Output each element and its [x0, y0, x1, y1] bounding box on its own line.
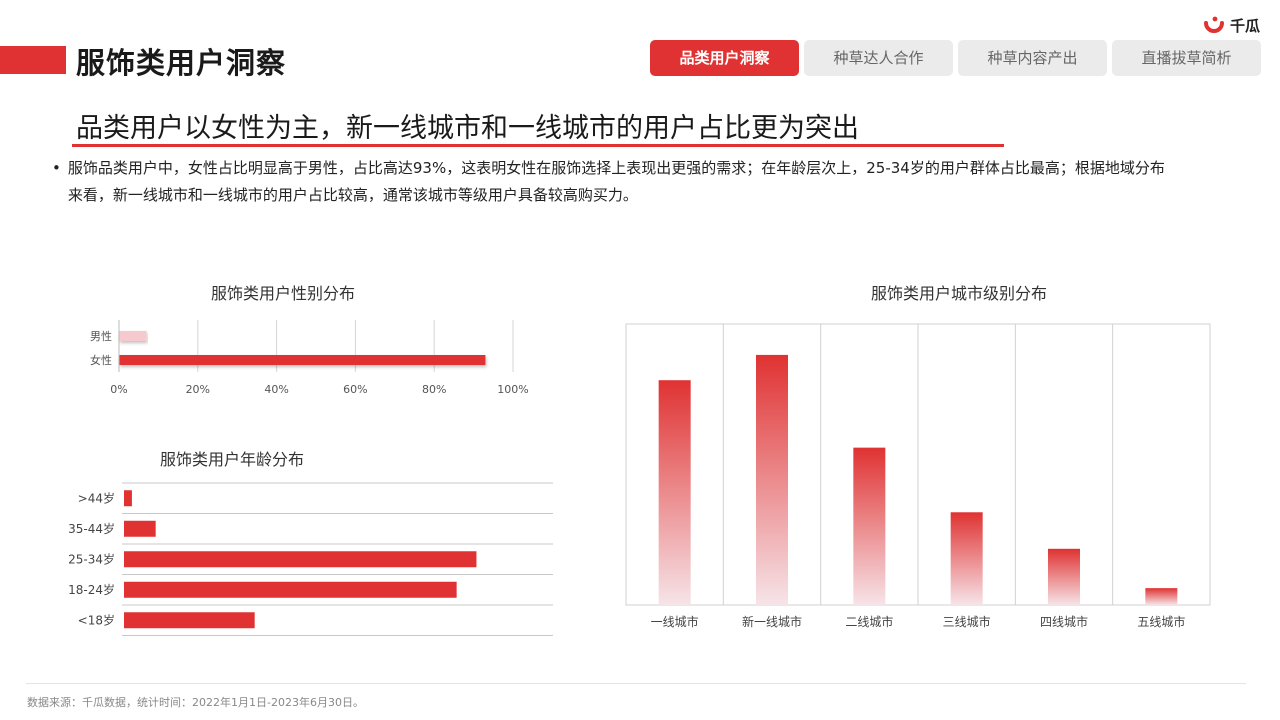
age-category-label: >44岁 — [78, 490, 115, 505]
summary-text: 服饰品类用户中，女性占比明显高于男性，占比高达93%，这表明女性在服饰选择上表现… — [67, 159, 1165, 204]
gender-x-tick-label: 100% — [497, 383, 528, 396]
bullet-point: • — [52, 159, 61, 177]
city-category-label: 五线城市 — [1137, 614, 1185, 629]
footer-divider — [26, 683, 1246, 684]
city-bar — [1145, 588, 1178, 605]
age-bar — [124, 581, 457, 598]
data-source-footnote: 数据来源：千瓜数据，统计时间：2022年1月1日-2023年6月30日。 — [27, 696, 364, 709]
city-category-label: 三线城市 — [943, 614, 991, 629]
city-bar — [853, 447, 886, 605]
city-chart: 一线城市 新一线城市 二线城市 三线城市 四线城市 五线城市 — [625, 323, 1211, 629]
age-bar — [124, 490, 132, 507]
city-category-label: 新一线城市 — [742, 614, 802, 629]
city-bar — [756, 354, 788, 605]
city-category-label: 四线城市 — [1040, 614, 1088, 629]
city-bar — [1048, 548, 1080, 605]
age-category-label: 35-44岁 — [68, 521, 115, 536]
gender-category-label: 女性 — [90, 353, 112, 367]
gender-x-tick-label: 60% — [343, 383, 367, 396]
gender-x-tick-label: 40% — [264, 383, 288, 396]
headline-underline — [72, 144, 1004, 147]
tab-live-stream-analysis[interactable]: 直播拔草简析 — [1112, 40, 1261, 76]
city-category-label: 一线城市 — [651, 614, 699, 629]
tab-category-user-insight[interactable]: 品类用户洞察 — [650, 40, 799, 76]
city-bar — [658, 380, 691, 605]
gender-x-tick-label: 0% — [110, 383, 127, 396]
age-category-label: 18-24岁 — [68, 582, 115, 597]
city-bar — [950, 512, 983, 605]
age-bar — [124, 612, 255, 629]
age-chart: >44岁 35-44岁 25-34岁 18-24岁 <18岁 — [68, 482, 553, 636]
age-bar — [124, 551, 477, 568]
logo-text: 千瓜 — [1229, 16, 1260, 35]
gender-category-label: 男性 — [90, 329, 112, 343]
tab-content-output[interactable]: 种草内容产出 — [958, 40, 1107, 76]
qiangua-logo-icon — [1203, 16, 1224, 33]
gender-x-tick-label: 20% — [186, 383, 210, 396]
city-category-label: 二线城市 — [845, 614, 893, 629]
title-accent-bar — [0, 46, 66, 74]
gender-chart-title: 服饰类用户性别分布 — [210, 284, 356, 303]
gender-bar — [119, 355, 486, 365]
age-category-label: 25-34岁 — [68, 551, 115, 566]
age-chart-title: 服饰类用户年龄分布 — [159, 450, 305, 469]
gender-bar — [119, 331, 147, 341]
city-chart-title: 服饰类用户城市级别分布 — [870, 284, 1048, 303]
gender-x-tick-label: 80% — [422, 383, 446, 396]
age-bar — [124, 520, 156, 537]
brand-logo: 千瓜 — [1203, 14, 1260, 36]
summary-paragraph: • 服饰品类用户中，女性占比明显高于男性，占比高达93%，这表明女性在服饰选择上… — [52, 155, 1172, 209]
headline: 品类用户以女性为主，新一线城市和一线城市的用户占比更为突出 — [76, 113, 859, 144]
tab-influencer-cooperation[interactable]: 种草达人合作 — [804, 40, 953, 76]
section-tabs: 品类用户洞察 种草达人合作 种草内容产出 直播拔草简析 — [650, 40, 1261, 76]
age-category-label: <18岁 — [78, 612, 115, 627]
page-title: 服饰类用户洞察 — [76, 46, 287, 80]
